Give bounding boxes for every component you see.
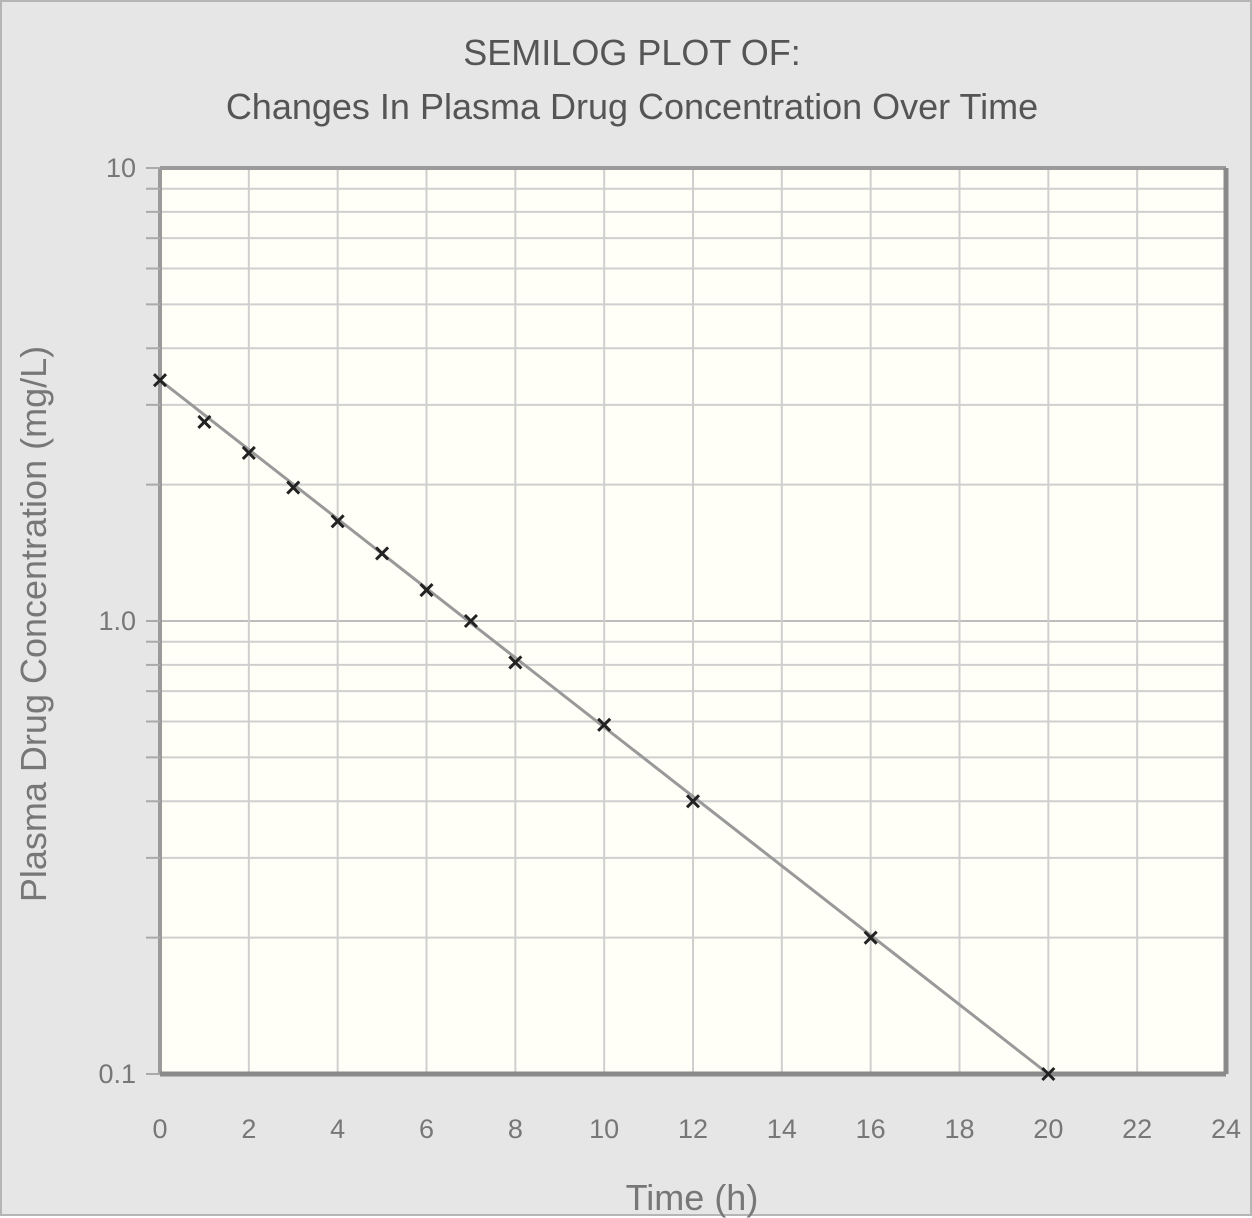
- data-point: [241, 445, 256, 460]
- x-axis-label: Time (h): [626, 1177, 759, 1218]
- x-tick-label: 8: [508, 1114, 523, 1144]
- trend-line-group: [159, 379, 1050, 1076]
- x-tick-label: 10: [589, 1114, 619, 1144]
- data-point: [330, 514, 345, 529]
- y-tick-label: 10: [106, 153, 136, 183]
- data-point: [463, 613, 478, 629]
- y-tick-label: 1.0: [98, 606, 136, 636]
- y-minor-ticks: [146, 167, 160, 1075]
- x-tick-label: 24: [1211, 1114, 1241, 1144]
- data-point: [508, 655, 523, 670]
- x-tick-label: 16: [856, 1114, 886, 1144]
- x-tick-label: 14: [767, 1114, 797, 1144]
- y-tick-label: 0.1: [98, 1059, 136, 1089]
- x-tick-label: 22: [1122, 1114, 1152, 1144]
- data-point: [375, 546, 390, 561]
- x-tick-labels: 0 2 4 6 8 10 12 14 16 18 20 22 24: [152, 1114, 1241, 1144]
- grid-lines: [158, 166, 1229, 1077]
- x-tick-label: 4: [330, 1114, 345, 1144]
- x-tick-label: 0: [152, 1114, 167, 1144]
- data-point: [1041, 1066, 1056, 1082]
- x-tick-label: 6: [419, 1114, 434, 1144]
- x-tick-label: 18: [944, 1114, 974, 1144]
- y-axis-label: Plasma Drug Concentration (mg/L): [13, 346, 54, 902]
- data-point: [286, 480, 301, 495]
- data-points: [152, 373, 1056, 1082]
- data-point: [863, 930, 878, 945]
- data-point: [152, 373, 168, 388]
- x-tick-label: 12: [678, 1114, 708, 1144]
- y-tick-labels: 0.1 1.0 10: [98, 153, 136, 1089]
- chart-title: SEMILOG PLOT OF:: [463, 32, 800, 73]
- data-point: [597, 717, 612, 732]
- data-point: [685, 794, 701, 809]
- data-point: [197, 414, 212, 430]
- trend-line: [159, 379, 1050, 1076]
- x-tick-label: 2: [241, 1114, 256, 1144]
- x-tick-label: 20: [1033, 1114, 1063, 1144]
- chart-subtitle: Changes In Plasma Drug Concentration Ove…: [226, 86, 1038, 127]
- data-point: [419, 583, 434, 598]
